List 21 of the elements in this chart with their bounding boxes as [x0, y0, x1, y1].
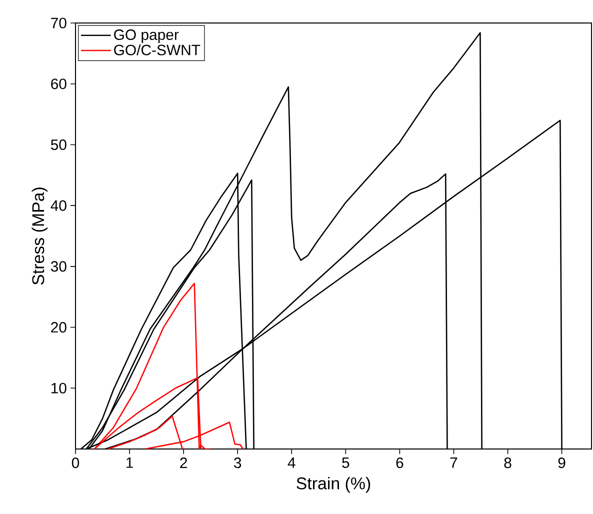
y-tick-label: 40 — [50, 200, 66, 211]
x-tick-label: 2 — [180, 458, 187, 468]
legend-label: GO paper — [114, 29, 179, 43]
x-tick-label: 3 — [234, 458, 242, 468]
y-axis-title: Stress (MPa) — [32, 188, 48, 285]
x-tick-label: 8 — [504, 458, 512, 468]
x-tick-label: 7 — [450, 458, 458, 468]
y-tick-label: 60 — [51, 78, 66, 90]
y-tick-label: 30 — [50, 261, 66, 272]
y-tick-label: 20 — [51, 322, 66, 333]
x-axis-title: Strain (%) — [296, 476, 370, 493]
x-tick-label: 4 — [288, 458, 296, 468]
x-tick-label: 1 — [126, 458, 133, 468]
x-tick-label: 6 — [396, 458, 404, 468]
x-tick-label: 5 — [342, 458, 350, 468]
x-tick-label: 0 — [72, 458, 80, 468]
legend-label: GO/C-SWNT — [114, 44, 200, 56]
y-tick-label: 10 — [52, 382, 66, 394]
y-tick-label: 70 — [51, 18, 66, 28]
x-tick-label: 9 — [558, 458, 566, 468]
y-tick-label: 50 — [50, 139, 66, 150]
